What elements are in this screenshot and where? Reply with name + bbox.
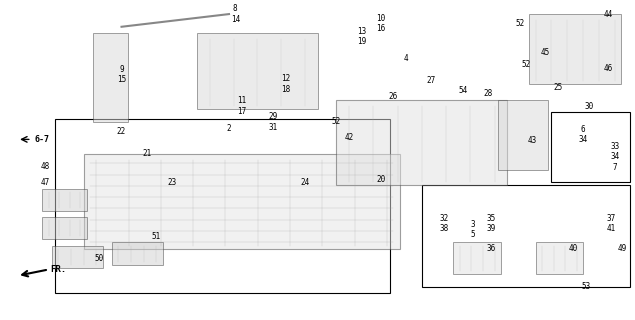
Text: 12
18: 12 18 <box>281 74 291 93</box>
Text: FR.: FR. <box>50 265 66 274</box>
Text: 33
34
7: 33 34 7 <box>610 142 619 172</box>
FancyBboxPatch shape <box>530 14 621 84</box>
Text: 2: 2 <box>227 124 231 133</box>
Text: 44: 44 <box>604 10 613 19</box>
Text: 54: 54 <box>458 86 467 95</box>
Text: 32
38: 32 38 <box>439 214 448 233</box>
FancyBboxPatch shape <box>337 100 507 185</box>
Text: 11
17: 11 17 <box>237 96 246 116</box>
Text: 36: 36 <box>487 244 496 253</box>
Bar <box>112 243 163 265</box>
Text: 37
41: 37 41 <box>607 214 616 233</box>
Text: 6-7: 6-7 <box>35 135 50 144</box>
Bar <box>55 119 390 293</box>
FancyBboxPatch shape <box>93 33 128 122</box>
Text: 50: 50 <box>95 254 104 263</box>
Text: 49: 49 <box>618 244 627 253</box>
Text: 46: 46 <box>604 63 613 73</box>
Text: 47: 47 <box>41 178 50 187</box>
Text: 4: 4 <box>404 54 408 63</box>
Text: 53: 53 <box>582 282 591 292</box>
Text: 8
14: 8 14 <box>231 4 240 24</box>
Text: 6
34: 6 34 <box>578 125 587 144</box>
Text: 45: 45 <box>540 48 550 57</box>
Text: 10
16: 10 16 <box>376 14 385 33</box>
Text: 40: 40 <box>569 244 578 253</box>
Text: 42: 42 <box>344 133 354 142</box>
Bar <box>551 112 631 182</box>
Text: 25: 25 <box>553 83 563 92</box>
Text: 35
39: 35 39 <box>487 214 496 233</box>
Text: 26: 26 <box>389 92 398 101</box>
Text: 22: 22 <box>117 127 126 136</box>
FancyBboxPatch shape <box>197 33 318 109</box>
FancyBboxPatch shape <box>453 243 501 274</box>
Text: 29
31: 29 31 <box>269 112 278 132</box>
FancyBboxPatch shape <box>84 154 399 249</box>
Bar <box>422 185 631 287</box>
Bar <box>43 217 87 239</box>
Text: 28: 28 <box>484 89 493 98</box>
Text: 24: 24 <box>300 178 309 187</box>
Text: 43: 43 <box>528 136 537 146</box>
Bar <box>52 246 102 268</box>
Text: 21: 21 <box>142 149 151 158</box>
FancyBboxPatch shape <box>535 243 583 274</box>
Text: 51: 51 <box>152 232 161 241</box>
Text: 9
15: 9 15 <box>117 65 126 84</box>
Text: 30: 30 <box>585 101 594 111</box>
Text: 52: 52 <box>332 117 341 126</box>
Text: 3
5: 3 5 <box>470 220 475 239</box>
Text: 13
19: 13 19 <box>357 27 366 46</box>
Bar <box>43 188 87 211</box>
Text: 48: 48 <box>41 162 50 171</box>
Text: 23: 23 <box>168 178 177 187</box>
Text: 52: 52 <box>521 60 531 69</box>
FancyBboxPatch shape <box>498 100 548 170</box>
Text: 52: 52 <box>515 19 525 28</box>
Text: 27: 27 <box>427 76 436 85</box>
Text: 20: 20 <box>376 174 385 184</box>
